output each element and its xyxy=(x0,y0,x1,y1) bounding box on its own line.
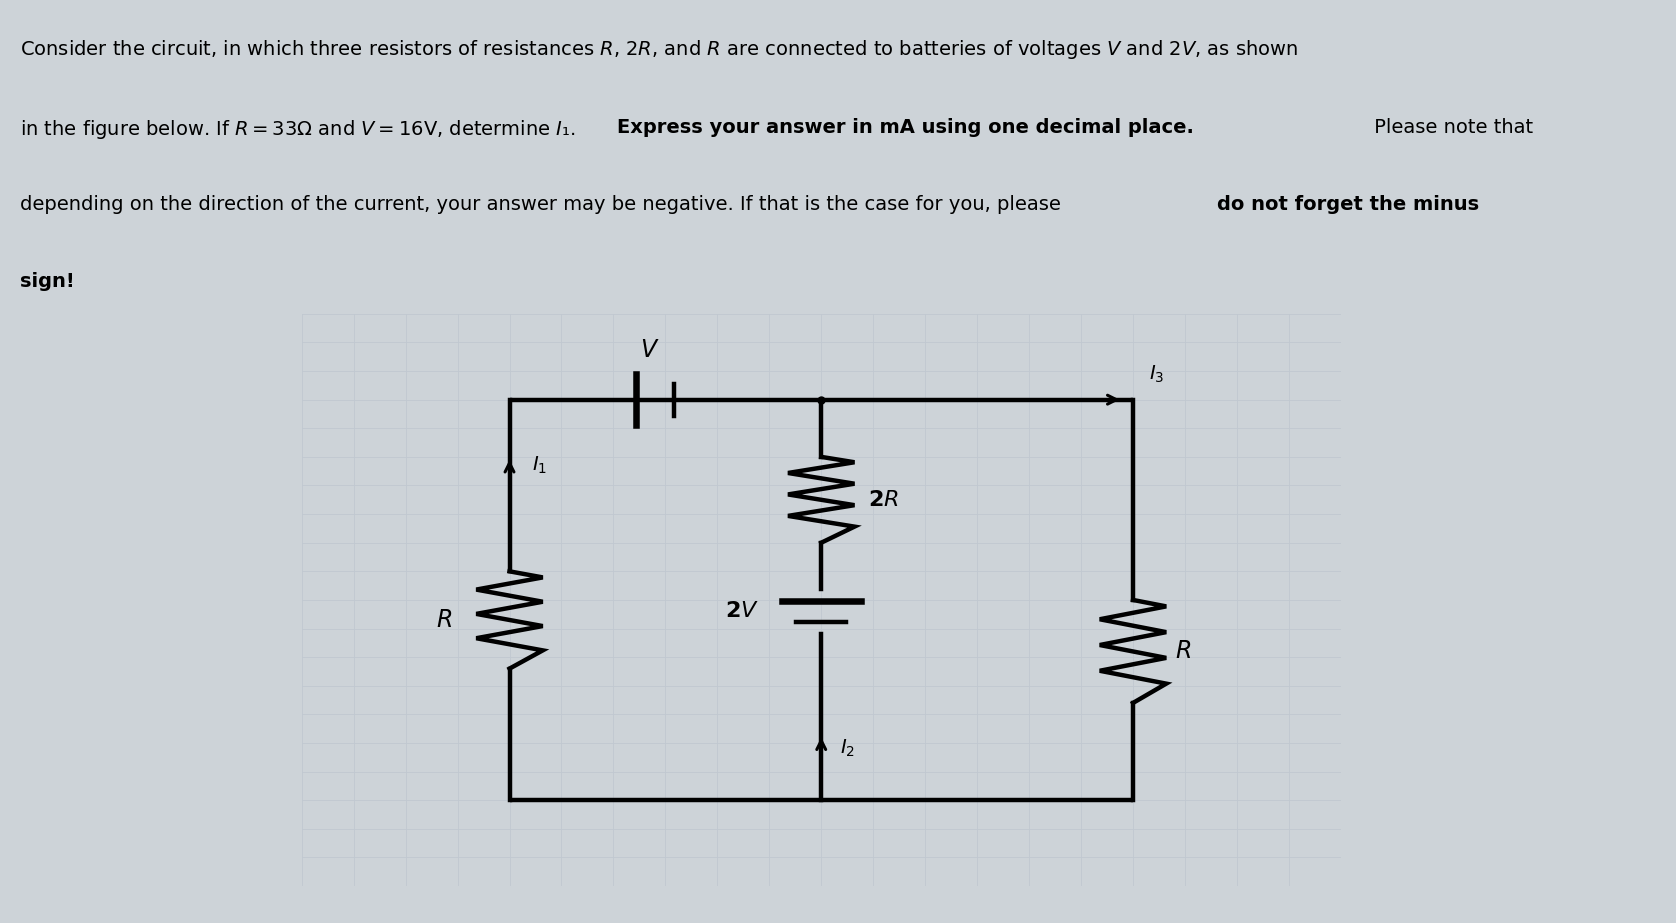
Text: $V$: $V$ xyxy=(640,339,660,363)
Text: sign!: sign! xyxy=(20,271,75,291)
Text: 2$V$: 2$V$ xyxy=(726,602,759,621)
Text: $R$: $R$ xyxy=(436,608,453,632)
Text: in the figure below. If $R$ = 33Ω and $V$ = 16V, determine $I$₁.: in the figure below. If $R$ = 33Ω and $V… xyxy=(20,118,578,141)
Text: $I_1$: $I_1$ xyxy=(533,455,548,476)
Text: Express your answer in mA using one decimal place.: Express your answer in mA using one deci… xyxy=(617,118,1193,138)
Text: Consider the circuit, in which three resistors of resistances $R$, 2$R$, and $R$: Consider the circuit, in which three res… xyxy=(20,39,1299,62)
Text: $I_3$: $I_3$ xyxy=(1148,364,1163,385)
Text: $I_2$: $I_2$ xyxy=(840,738,855,760)
Text: do not forget the minus: do not forget the minus xyxy=(1217,195,1478,214)
Text: 2$R$: 2$R$ xyxy=(868,490,898,509)
Text: $R$: $R$ xyxy=(1175,640,1190,664)
Text: depending on the direction of the current, your answer may be negative. If that : depending on the direction of the curren… xyxy=(20,195,1068,214)
Text: Please note that: Please note that xyxy=(1368,118,1534,138)
